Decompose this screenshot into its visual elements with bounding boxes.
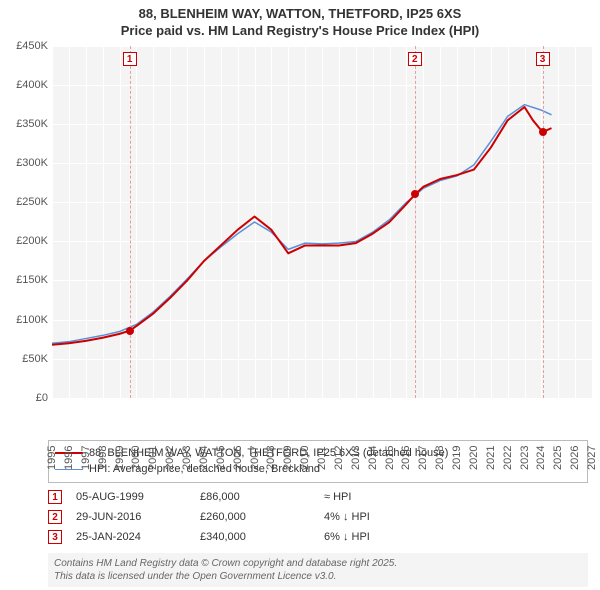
x-tick-label: 1999 <box>114 436 126 470</box>
x-tick-label: 2009 <box>282 436 294 470</box>
x-tick-label: 2017 <box>417 436 429 470</box>
x-tick-label: 1996 <box>63 436 75 470</box>
x-tick-label: 2015 <box>384 436 396 470</box>
x-tick-label: 2014 <box>367 436 379 470</box>
x-tick-label: 2011 <box>316 436 328 470</box>
table-row: 1 05-AUG-1999 £86,000 ≈ HPI <box>48 487 588 507</box>
sale-date: 29-JUN-2016 <box>76 511 186 523</box>
x-tick-label: 2027 <box>586 436 598 470</box>
sale-marker-box: 2 <box>408 52 422 66</box>
footnote-line: This data is licensed under the Open Gov… <box>54 570 582 583</box>
sale-vline <box>543 46 544 398</box>
x-tick-label: 2004 <box>198 436 210 470</box>
series-line-price_paid <box>52 107 552 345</box>
sale-price: £260,000 <box>200 511 310 523</box>
sale-marker-box: 1 <box>123 52 137 66</box>
marker-number: 2 <box>48 510 62 524</box>
sale-marker-box: 3 <box>536 52 550 66</box>
y-tick-label: £350K <box>8 118 48 130</box>
chart-area: 1 2 3 £0 £50K £100K £150K £200K £250K £300K £350K… <box>8 46 600 438</box>
y-tick-label: £150K <box>8 274 48 286</box>
marker-number: 1 <box>48 490 62 504</box>
title-line-2: Price paid vs. HM Land Registry's House … <box>4 23 596 40</box>
y-tick-label: £50K <box>8 353 48 365</box>
x-tick-label: 2023 <box>519 436 531 470</box>
x-tick-label: 2002 <box>164 436 176 470</box>
x-tick-label: 2007 <box>249 436 261 470</box>
x-tick-label: 2001 <box>147 436 159 470</box>
marker-number: 3 <box>48 530 62 544</box>
x-tick-label: 2021 <box>485 436 497 470</box>
x-tick-label: 2003 <box>181 436 193 470</box>
sale-date: 05-AUG-1999 <box>76 491 186 503</box>
x-tick-label: 2010 <box>299 436 311 470</box>
x-tick-label: 2020 <box>468 436 480 470</box>
y-tick-label: £300K <box>8 157 48 169</box>
x-tick-label: 2026 <box>569 436 581 470</box>
sale-vline <box>415 46 416 398</box>
x-tick-label: 2018 <box>434 436 446 470</box>
sale-delta: 4% ↓ HPI <box>324 511 588 523</box>
x-tick-label: 2022 <box>502 436 514 470</box>
series-svg <box>52 46 592 398</box>
x-tick-label: 2008 <box>265 436 277 470</box>
plot-background: 1 2 3 <box>52 46 592 398</box>
sale-dot <box>126 327 134 335</box>
x-tick-label: 2025 <box>552 436 564 470</box>
gridline-v <box>592 46 593 398</box>
y-tick-label: £250K <box>8 196 48 208</box>
table-row: 2 29-JUN-2016 £260,000 4% ↓ HPI <box>48 507 588 527</box>
x-tick-label: 2016 <box>400 436 412 470</box>
x-tick-label: 2006 <box>232 436 244 470</box>
y-tick-label: £0 <box>8 392 48 404</box>
x-tick-label: 2012 <box>333 436 345 470</box>
sale-dot <box>539 128 547 136</box>
y-tick-label: £450K <box>8 40 48 52</box>
series-line-hpi <box>52 104 552 343</box>
chart-title: 88, BLENHEIM WAY, WATTON, THETFORD, IP25… <box>4 4 596 46</box>
sale-dot <box>411 190 419 198</box>
x-tick-label: 2024 <box>535 436 547 470</box>
sale-price: £340,000 <box>200 531 310 543</box>
sale-price: £86,000 <box>200 491 310 503</box>
sales-table: 1 05-AUG-1999 £86,000 ≈ HPI 2 29-JUN-201… <box>48 487 588 547</box>
sale-date: 25-JAN-2024 <box>76 531 186 543</box>
footnote: Contains HM Land Registry data © Crown c… <box>48 553 588 587</box>
gridline-h <box>52 398 592 399</box>
title-line-1: 88, BLENHEIM WAY, WATTON, THETFORD, IP25… <box>4 6 596 23</box>
x-tick-label: 2000 <box>130 436 142 470</box>
x-tick-label: 1997 <box>80 436 92 470</box>
sale-vline <box>130 46 131 398</box>
x-tick-label: 2013 <box>350 436 362 470</box>
y-tick-label: £400K <box>8 79 48 91</box>
x-tick-label: 2019 <box>451 436 463 470</box>
sale-delta: 6% ↓ HPI <box>324 531 588 543</box>
x-tick-label: 2005 <box>215 436 227 470</box>
y-tick-label: £100K <box>8 314 48 326</box>
y-tick-label: £200K <box>8 235 48 247</box>
table-row: 3 25-JAN-2024 £340,000 6% ↓ HPI <box>48 527 588 547</box>
footnote-line: Contains HM Land Registry data © Crown c… <box>54 557 582 570</box>
x-tick-label: 1995 <box>46 436 58 470</box>
sale-delta: ≈ HPI <box>324 491 588 503</box>
x-tick-label: 1998 <box>97 436 109 470</box>
chart-container: 88, BLENHEIM WAY, WATTON, THETFORD, IP25… <box>0 0 600 590</box>
